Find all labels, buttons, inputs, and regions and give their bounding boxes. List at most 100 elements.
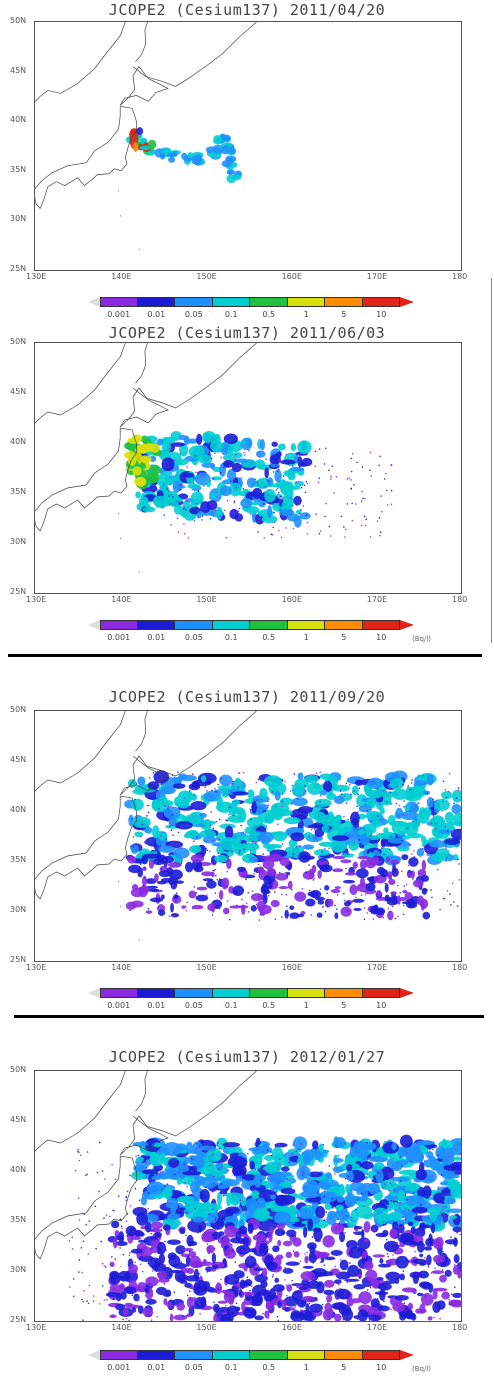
colorbar-label: 0.001 [107, 1001, 131, 1010]
lat-tick-label: 35N [10, 855, 27, 864]
cesium-plume [124, 430, 393, 539]
lat-tick-label: 30N [10, 537, 27, 546]
lon-tick-label: 160E [281, 963, 302, 972]
colorbar-segment [137, 1350, 175, 1360]
lat-tick-label: 30N [10, 905, 27, 914]
lat-tick-label: 25N [10, 1315, 27, 1324]
map-svg [35, 1071, 461, 1321]
cesium-plume [68, 1134, 461, 1321]
colorbar-arrow-low [88, 297, 100, 307]
colorbar-label: 0.01 [147, 1363, 166, 1372]
colorbar-label: 0.05 [184, 633, 203, 642]
lon-tick-label: 180 [452, 595, 468, 604]
colorbar-label: 0.1 [224, 1363, 238, 1372]
colorbar-label: 1 [303, 1001, 309, 1010]
colorbar: 0.001 0.01 0.05 0.1 0.5 1 5 10 [88, 297, 414, 319]
colorbar-segment [362, 1350, 400, 1360]
lon-tick-label: 180 [452, 1323, 468, 1332]
colorbar-label: 0.05 [184, 1363, 203, 1372]
lat-tick-label: 35N [10, 487, 27, 496]
map-panel-1: JCOPE2 (Cesium137) 2011/04/20 0.001 0.01 0… [0, 0, 494, 319]
coastline [35, 1155, 137, 1260]
panel-title: JCOPE2 (Cesium137) 2011/06/03 [108, 324, 386, 342]
colorbar-label: 10 [376, 1363, 387, 1372]
colorbar-label: 10 [376, 310, 387, 319]
lon-tick-label: 150E [196, 1323, 217, 1332]
separator-line [14, 1015, 484, 1018]
map-svg [35, 711, 461, 942]
lon-tick-label: 170E [366, 1323, 388, 1332]
colorbar-segment [137, 988, 175, 998]
colorbar-label: 0.5 [262, 310, 276, 319]
colorbar-segment [175, 297, 213, 307]
colorbar-segment [287, 988, 325, 998]
colorbar-label: 1 [303, 633, 309, 642]
map-panel-3: JCOPE2 (Cesium137) 2011/09/20 0.001 0.01 0… [0, 684, 494, 1010]
coastline [132, 22, 257, 87]
lon-tick-label: 170E [366, 963, 388, 972]
lat-tick-label: 50N [10, 1065, 27, 1074]
lat-tick-label: 40N [10, 805, 27, 814]
colorbar-label: 0.01 [147, 633, 166, 642]
colorbar-segment [100, 1350, 138, 1360]
lon-tick-label: 180 [452, 963, 468, 972]
lat-tick-label: 25N [10, 264, 27, 273]
lon-tick-label: 150E [196, 963, 217, 972]
colorbar-arrow-high [400, 620, 414, 630]
colorbar-label: 0.5 [262, 1363, 276, 1372]
map-plot [34, 710, 462, 962]
coastline [119, 1115, 169, 1156]
cesium-plume [125, 127, 243, 184]
coastline [132, 1071, 257, 1137]
coastline [135, 343, 148, 384]
lon-tick-label: 180 [452, 272, 468, 281]
colorbar-segment [362, 620, 400, 630]
colorbar-label: 0.001 [107, 633, 131, 642]
colorbar-label: 0.5 [262, 1001, 276, 1010]
colorbar-label: 5 [341, 633, 347, 642]
map-plot [34, 342, 462, 594]
colorbar-segment [212, 297, 250, 307]
lon-tick-label: 160E [281, 272, 302, 281]
lat-tick-label: 40N [10, 1165, 27, 1174]
coastline [35, 711, 126, 863]
coastline [35, 427, 137, 532]
colorbar-arrow-high [400, 988, 414, 998]
colorbar-label: 1 [303, 310, 309, 319]
colorbar-arrow-low [88, 988, 100, 998]
lat-tick-label: 50N [10, 16, 27, 25]
colorbar-segment [100, 620, 138, 630]
coastline [119, 66, 169, 106]
coastline [119, 387, 169, 428]
colorbar-segment [287, 620, 325, 630]
panel-title: JCOPE2 (Cesium137) 2011/04/20 [108, 1, 386, 19]
lat-tick-label: 45N [10, 755, 27, 764]
lon-tick-label: 160E [281, 1323, 302, 1332]
lat-tick-label: 45N [10, 387, 27, 396]
colorbar-segment [212, 1350, 250, 1360]
coastline [35, 343, 126, 495]
colorbar-arrow-low [88, 1350, 100, 1360]
lon-tick-label: 170E [366, 272, 388, 281]
colorbar-arrow-high [400, 297, 414, 307]
colorbar-segment [325, 1350, 363, 1360]
lon-tick-label: 140E [111, 963, 132, 972]
colorbar-label: 10 [376, 633, 387, 642]
colorbar-segment [137, 620, 175, 630]
lat-tick-label: 45N [10, 1115, 27, 1124]
colorbar-segment [362, 297, 400, 307]
colorbar-arrow-high [400, 1350, 414, 1360]
coastline [135, 711, 148, 752]
coastline [35, 105, 137, 210]
colorbar-label: 0.001 [107, 310, 131, 319]
unit-label: (Bq/l) [412, 635, 432, 643]
lat-tick-label: 35N [10, 164, 27, 174]
lat-tick-label: 30N [10, 214, 27, 224]
colorbar-label: 1 [303, 1363, 309, 1372]
lat-tick-label: 50N [10, 337, 27, 346]
coastline [35, 22, 126, 173]
colorbar-segment [175, 620, 213, 630]
colorbar-segment [137, 297, 175, 307]
colorbar-label: 5 [341, 1363, 347, 1372]
lon-tick-label: 170E [366, 595, 388, 604]
